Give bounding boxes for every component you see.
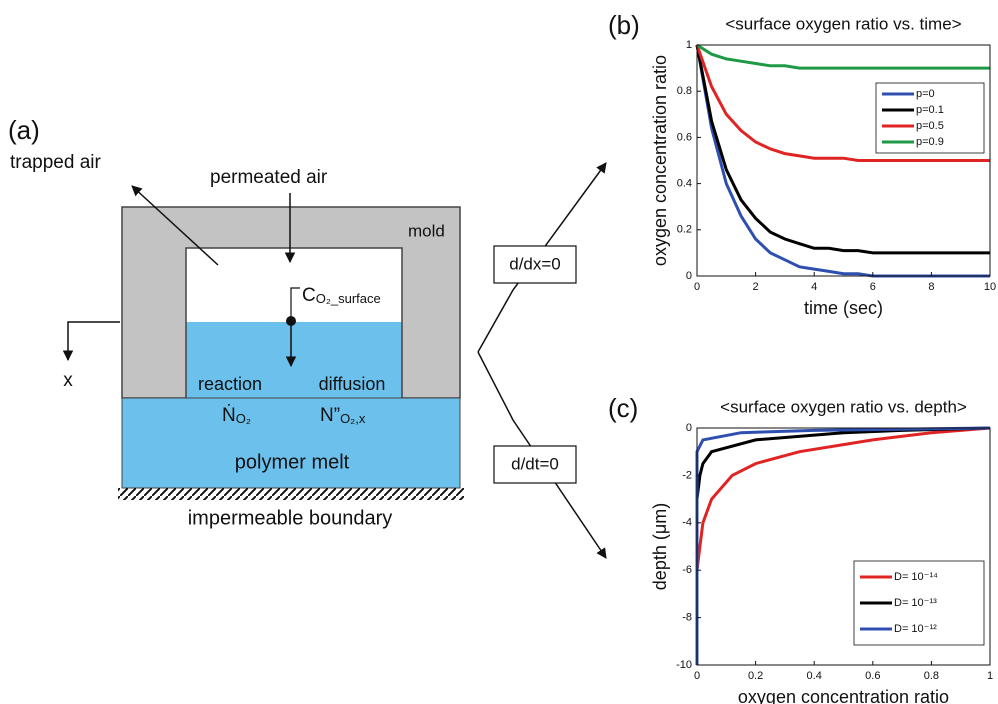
y-tick-label: 0 [686,422,692,434]
x-tick-label: 4 [811,281,817,293]
plot-frame [696,427,991,666]
legend-label: p=0.5 [916,120,944,132]
y-tick-label: 0.6 [677,131,692,143]
x-tick-label: 0 [694,670,700,682]
arrow [131,185,219,266]
box [493,445,577,484]
y-tick-label: -2 [682,469,692,481]
legend-label: D= 10⁻¹² [894,623,937,635]
boundary-hatch [118,488,464,500]
x-tick-label: 6 [870,281,876,293]
chart-title: <surface oxygen ratio vs. depth> [720,397,967,416]
mold-edge [185,247,403,398]
legend: D= 10⁻¹⁴ D= 10⁻¹³ D= 10⁻¹² [853,560,985,646]
x-tick-label: 8 [928,281,934,293]
label: reaction [198,374,262,394]
series-line [695,44,990,162]
symbol: Ṅ [222,405,236,426]
label: CO₂_surface [302,285,381,306]
y-tick-label: -4 [682,517,692,529]
symbol: C [302,285,316,306]
x-axis-label: oxygen concentration ratio [738,687,949,704]
y-tick-label: 0.8 [677,85,692,97]
x-tick-label: 2 [753,281,759,293]
subscript: O₂ [236,411,251,426]
y-tick-label: -8 [682,612,692,624]
y-axis-label: oxygen concentration ratio [650,55,670,266]
panel-label: (b) [608,10,640,40]
panel-label: (c) [608,393,638,423]
legend-label: D= 10⁻¹⁴ [894,571,938,583]
panel-label: (a) [8,115,40,145]
y-tick-label: 0.4 [677,178,692,190]
y-tick-label: -10 [676,659,692,671]
branch-arrow [477,351,607,559]
y-tick-label: -6 [682,564,692,576]
y-axis-label: depth (μm) [650,503,670,590]
branch-arrow [477,162,607,353]
y-tick-label: 0 [686,270,692,282]
label: d/dx=0 [509,254,561,273]
x-tick-label: 0.8 [924,670,939,682]
chart-title: <surface oxygen ratio vs. time> [725,14,961,33]
x-axis-label: time (sec) [804,298,883,318]
y-tick-label: 1 [686,39,692,51]
label: N”O₂,x [320,405,366,426]
series-line [695,44,990,255]
series-line [696,43,990,70]
legend-label: p=0 [916,88,935,100]
x-tick-label: 0.6 [865,670,880,682]
x-tick-label: 0 [694,281,700,293]
label: ṄO₂ [222,405,251,426]
leader [290,287,300,316]
label: polymer melt [235,451,350,473]
y-tick-label: 0.2 [677,224,692,236]
x-tick-label: 1 [987,670,993,682]
x-arrow [62,321,120,362]
label: trapped air [10,152,102,173]
label: mold [408,221,445,240]
x-tick-label: 0.2 [748,670,763,682]
legend: p=0 p=0.1 p=0.5 p=0.9 [875,82,985,154]
legend-label: D= 10⁻¹³ [894,597,937,609]
diagram: (a) trapped air permeated air mold CO₂_s… [8,115,607,559]
subscript: O₂,x [340,411,366,426]
subscript: O₂_surface [316,291,381,306]
legend-label: p=0.9 [916,136,944,148]
box [493,245,577,284]
symbol: N” [320,405,340,426]
plot-frame [696,44,991,277]
label: permeated air [210,167,328,188]
x-tick-label: 0.4 [807,670,822,682]
label: x [63,370,73,391]
melt [121,397,461,489]
x-tick-label: 10 [984,281,996,293]
label: impermeable boundary [188,507,393,529]
legend-label: p=0.1 [916,104,944,116]
label: diffusion [319,374,386,394]
label: d/dt=0 [511,454,559,473]
